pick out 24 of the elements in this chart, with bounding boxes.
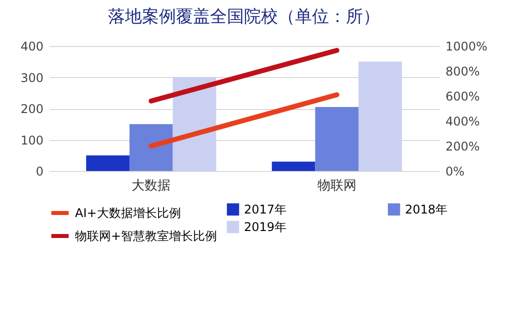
y-tick-label: 100 (20, 133, 44, 148)
y2-tick-label: 600% (446, 90, 480, 104)
y-tick-label: 400 (20, 40, 44, 54)
legend-label: 2017年 (244, 202, 287, 216)
legend-label: 2019年 (244, 220, 287, 234)
legend-label: 2018年 (405, 202, 448, 216)
y2-tick-label: 200% (446, 140, 480, 154)
bar (358, 62, 402, 171)
chart-title: 落地案例覆盖全国院校（单位：所） (108, 7, 380, 27)
y-tick-label: 300 (20, 70, 44, 85)
x-tick-label: 大数据 (132, 178, 171, 194)
y-tick-label: 0 (36, 164, 44, 178)
y2-tick-label: 0% (446, 164, 465, 178)
y2-tick-label: 1000% (446, 40, 488, 54)
legend-label: AI+大数据增长比例 (75, 206, 181, 220)
bar (272, 162, 316, 171)
bar (129, 124, 173, 171)
legend-label: 物联网+智慧教室增长比例 (75, 229, 218, 243)
y2-tick-label: 400% (446, 114, 480, 128)
y-tick-label: 200 (20, 102, 44, 116)
x-tick-label: 物联网 (317, 178, 356, 194)
y2-tick-label: 800% (446, 64, 480, 78)
bar (86, 155, 130, 171)
bar (315, 106, 359, 171)
